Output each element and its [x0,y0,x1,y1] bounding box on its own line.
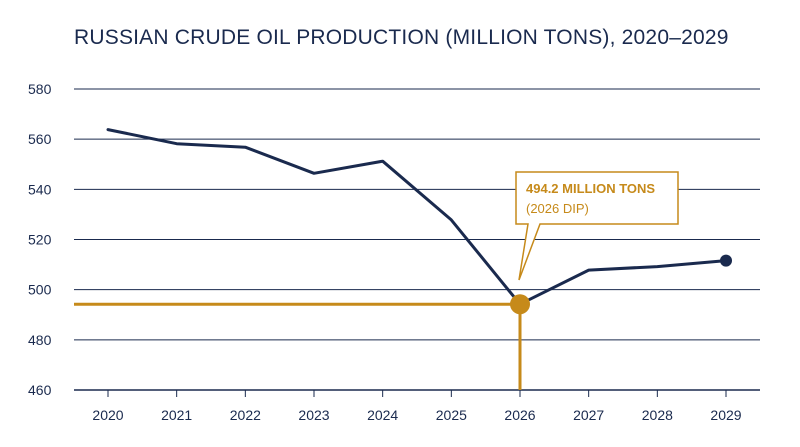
x-tick-label: 2028 [642,407,673,423]
y-tick-label: 520 [28,232,52,248]
x-tick-label: 2024 [367,407,398,423]
y-tick-label: 540 [28,181,52,197]
x-tick-label: 2026 [504,407,535,423]
y-tick-label: 580 [28,81,52,97]
gridlines [74,88,760,391]
x-tick-label: 2027 [573,407,604,423]
x-tick-label: 2022 [230,407,261,423]
chart-title: RUSSIAN CRUDE OIL PRODUCTION (MILLION TO… [74,26,729,49]
x-tick-label: 2020 [92,407,123,423]
callout-box [515,171,679,281]
x-axis-ticks: 2020 2021 2022 2023 2024 2025 2026 2027 2028 2029 [92,390,742,423]
x-tick-label: 2029 [710,407,741,423]
series-line-path [106,128,728,306]
highlight-lines [74,302,522,390]
y-tick-label: 460 [28,382,52,398]
y-tick-label: 560 [28,131,52,147]
x-tick-label: 2021 [161,407,192,423]
x-tick-label: 2025 [436,407,467,423]
y-tick-label: 500 [28,282,52,298]
y-axis-ticks: 580 560 540 520 500 480 460 [28,81,52,398]
y-tick-label: 480 [28,332,52,348]
series-line [106,128,732,315]
callout-label: 494.2 MILLION TONS [526,181,655,196]
series-end-point [720,254,732,267]
highlight-point [510,294,530,315]
x-tick-label: 2023 [298,407,329,423]
callout-sublabel: (2026 DIP) [526,201,589,216]
callout: 494.2 MILLION TONS (2026 DIP) [515,171,679,281]
